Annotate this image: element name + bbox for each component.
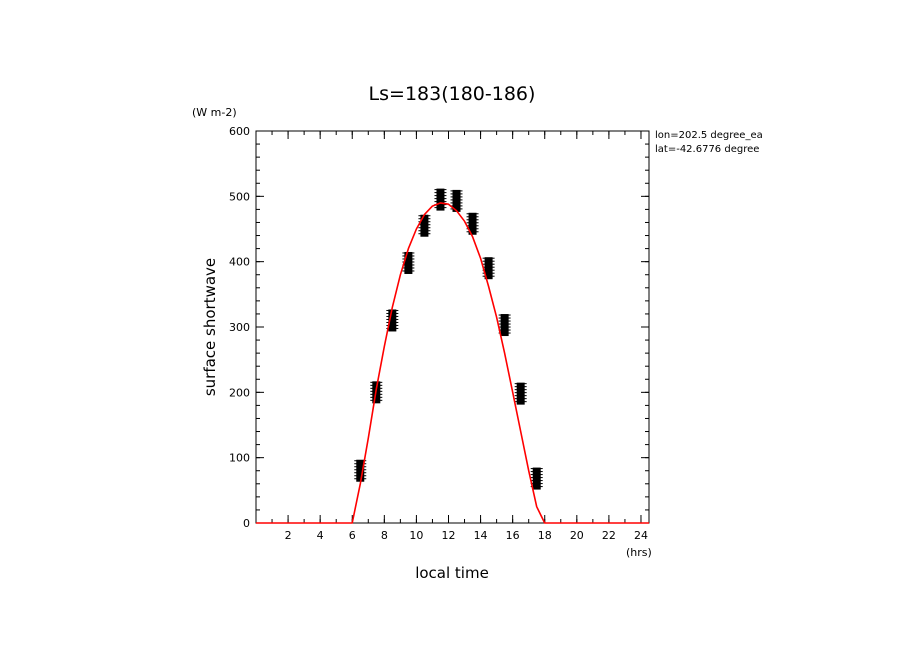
data-point-bar (404, 251, 413, 274)
x-tick-label: 4 (317, 529, 324, 542)
data-point-bar (468, 212, 477, 235)
data-point-bar (388, 309, 397, 332)
data-point (498, 314, 511, 337)
x-tick-label: 2 (285, 529, 292, 542)
y-tick-label: 400 (229, 256, 250, 269)
y-tick-label: 100 (229, 452, 250, 465)
data-point-bar (420, 214, 429, 237)
data-point (418, 214, 431, 237)
series-line (256, 202, 649, 524)
y-tick-label: 200 (229, 386, 250, 399)
x-tick-label: 22 (602, 529, 616, 542)
x-tick-label: 20 (570, 529, 584, 542)
x-tick-label: 6 (349, 529, 356, 542)
x-tick-label: 8 (381, 529, 388, 542)
x-tick-label: 18 (538, 529, 552, 542)
data-point-bar (452, 189, 461, 212)
data-point-bar (516, 382, 525, 405)
data-point (514, 382, 527, 405)
y-tick-label: 0 (243, 517, 250, 530)
data-point-bar (500, 314, 509, 337)
data-point-bar (532, 467, 541, 490)
chart-title: Ls=183(180-186) (369, 83, 536, 105)
data-point (482, 257, 495, 280)
y-unit-label: (W m-2) (192, 106, 237, 119)
x-tick-label: 16 (506, 529, 520, 542)
x-tick-label: 14 (474, 529, 488, 542)
data-point-bar (484, 257, 493, 280)
data-point-bar (436, 188, 445, 211)
x-tick-label: 10 (409, 529, 423, 542)
y-tick-label: 300 (229, 321, 250, 334)
data-point (450, 189, 463, 212)
plot-frame (255, 130, 650, 524)
data-point (530, 467, 543, 490)
y-tick-label: 500 (229, 190, 250, 203)
series-group (256, 188, 649, 524)
y-axis-label: surface shortwave (201, 258, 219, 396)
data-point (466, 212, 479, 235)
annotation-lon: lon=202.5 degree_ea (655, 130, 763, 141)
x-tick-label: 12 (441, 529, 455, 542)
x-tick-label: 24 (634, 529, 648, 542)
x-unit-label: (hrs) (626, 546, 652, 559)
annotation-lat: lat=-42.6776 degree (655, 144, 759, 155)
y-tick-label: 600 (229, 125, 250, 138)
x-axis-label: local time (415, 564, 489, 582)
data-point (434, 188, 447, 211)
data-point-bar (356, 459, 365, 482)
